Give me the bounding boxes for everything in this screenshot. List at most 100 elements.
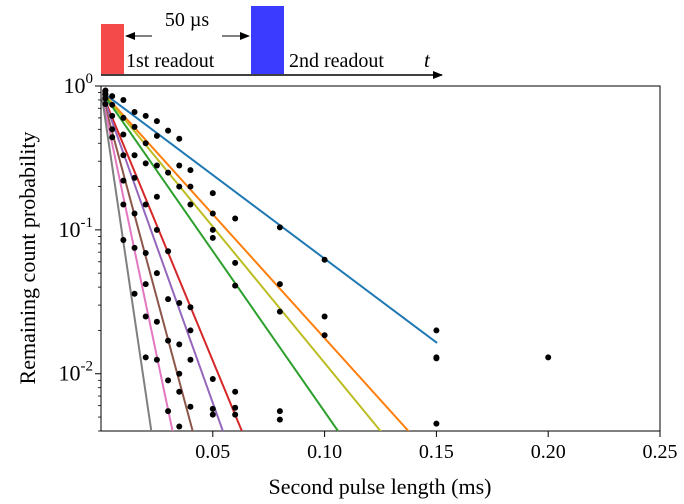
data-point (109, 134, 116, 141)
data-point (209, 411, 216, 418)
fit-line (101, 89, 224, 431)
y-tick-label: 10-1 (59, 215, 94, 242)
data-point (165, 377, 172, 384)
data-point (102, 95, 109, 102)
data-point (209, 190, 216, 197)
data-point (142, 354, 149, 361)
data-point (120, 96, 127, 103)
data-point (142, 160, 149, 167)
y-tick-label: 100 (64, 71, 94, 98)
data-point (176, 370, 183, 377)
fit-line (101, 89, 340, 431)
data-point (131, 290, 138, 297)
data-point (187, 304, 194, 311)
data-point (120, 114, 127, 121)
data-point (131, 123, 138, 130)
data-point (433, 327, 440, 334)
data-point (545, 354, 552, 361)
data-point (109, 126, 116, 133)
x-tick-label: 0.05 (195, 441, 230, 463)
data-point (187, 201, 194, 208)
x-axis-label: Second pulse length (ms) (268, 474, 491, 499)
data-point (232, 388, 239, 395)
y-axis-ticks: 100 10-1 10-2 (59, 71, 101, 432)
data-point (131, 210, 138, 217)
data-point (321, 256, 328, 263)
data-point (176, 162, 183, 169)
data-point (276, 281, 283, 288)
data-point (165, 169, 172, 176)
data-point (109, 101, 116, 108)
data-point (209, 226, 216, 233)
data-point (209, 405, 216, 412)
data-point (120, 131, 127, 138)
data-point (232, 404, 239, 411)
data-point (131, 152, 138, 159)
data-point (165, 248, 172, 255)
data-point (187, 167, 194, 174)
data-point (176, 423, 183, 430)
data-point (276, 224, 283, 231)
data-point (321, 332, 328, 339)
data-point (176, 183, 183, 190)
data-point (120, 177, 127, 184)
data-point (321, 313, 328, 320)
data-points (102, 87, 552, 430)
data-point (142, 313, 149, 320)
data-point (153, 193, 160, 200)
data-point (276, 308, 283, 315)
x-tick-label: 0.25 (643, 441, 678, 463)
data-point (165, 296, 172, 303)
x-tick-label: 0.20 (531, 441, 566, 463)
data-point (209, 234, 216, 241)
data-point (142, 201, 149, 208)
data-point (209, 375, 216, 382)
data-point (176, 300, 183, 307)
second-readout-pulse (251, 6, 284, 74)
data-point (433, 420, 440, 427)
x-tick-label: 0.10 (307, 441, 342, 463)
fit-lines (101, 89, 438, 431)
second-readout-label: 2nd readout (289, 50, 384, 72)
data-point (131, 174, 138, 181)
data-point (142, 250, 149, 257)
fit-line (101, 89, 410, 431)
y-axis-label: Remaining count probability (15, 132, 40, 385)
data-point (153, 118, 160, 125)
fit-line (101, 89, 382, 431)
data-point (153, 132, 160, 139)
data-point (153, 318, 160, 325)
data-point (187, 356, 194, 363)
first-readout-pulse (101, 24, 124, 74)
data-point (276, 408, 283, 415)
data-point (232, 411, 239, 418)
plot-frame (100, 85, 661, 432)
fit-line (101, 90, 438, 344)
data-point (142, 112, 149, 119)
first-readout-label: 1st readout (126, 50, 215, 72)
fit-line (101, 89, 243, 431)
x-tick-label: 0.15 (419, 441, 454, 463)
data-point (165, 337, 172, 344)
data-point (176, 135, 183, 142)
data-point (131, 108, 138, 115)
data-point (109, 93, 116, 100)
data-point (176, 388, 183, 395)
data-point (142, 140, 149, 147)
data-point (433, 355, 440, 362)
data-point (153, 162, 160, 169)
data-point (120, 237, 127, 244)
data-point (153, 356, 160, 363)
data-point (232, 282, 239, 289)
data-point (102, 90, 109, 97)
fit-line (101, 89, 174, 431)
data-point (187, 327, 194, 334)
data-point (165, 127, 172, 134)
data-point (276, 416, 283, 423)
data-point (209, 210, 216, 217)
fit-line (101, 89, 153, 431)
data-point (120, 152, 127, 159)
data-point (187, 403, 194, 410)
data-point (187, 183, 194, 190)
